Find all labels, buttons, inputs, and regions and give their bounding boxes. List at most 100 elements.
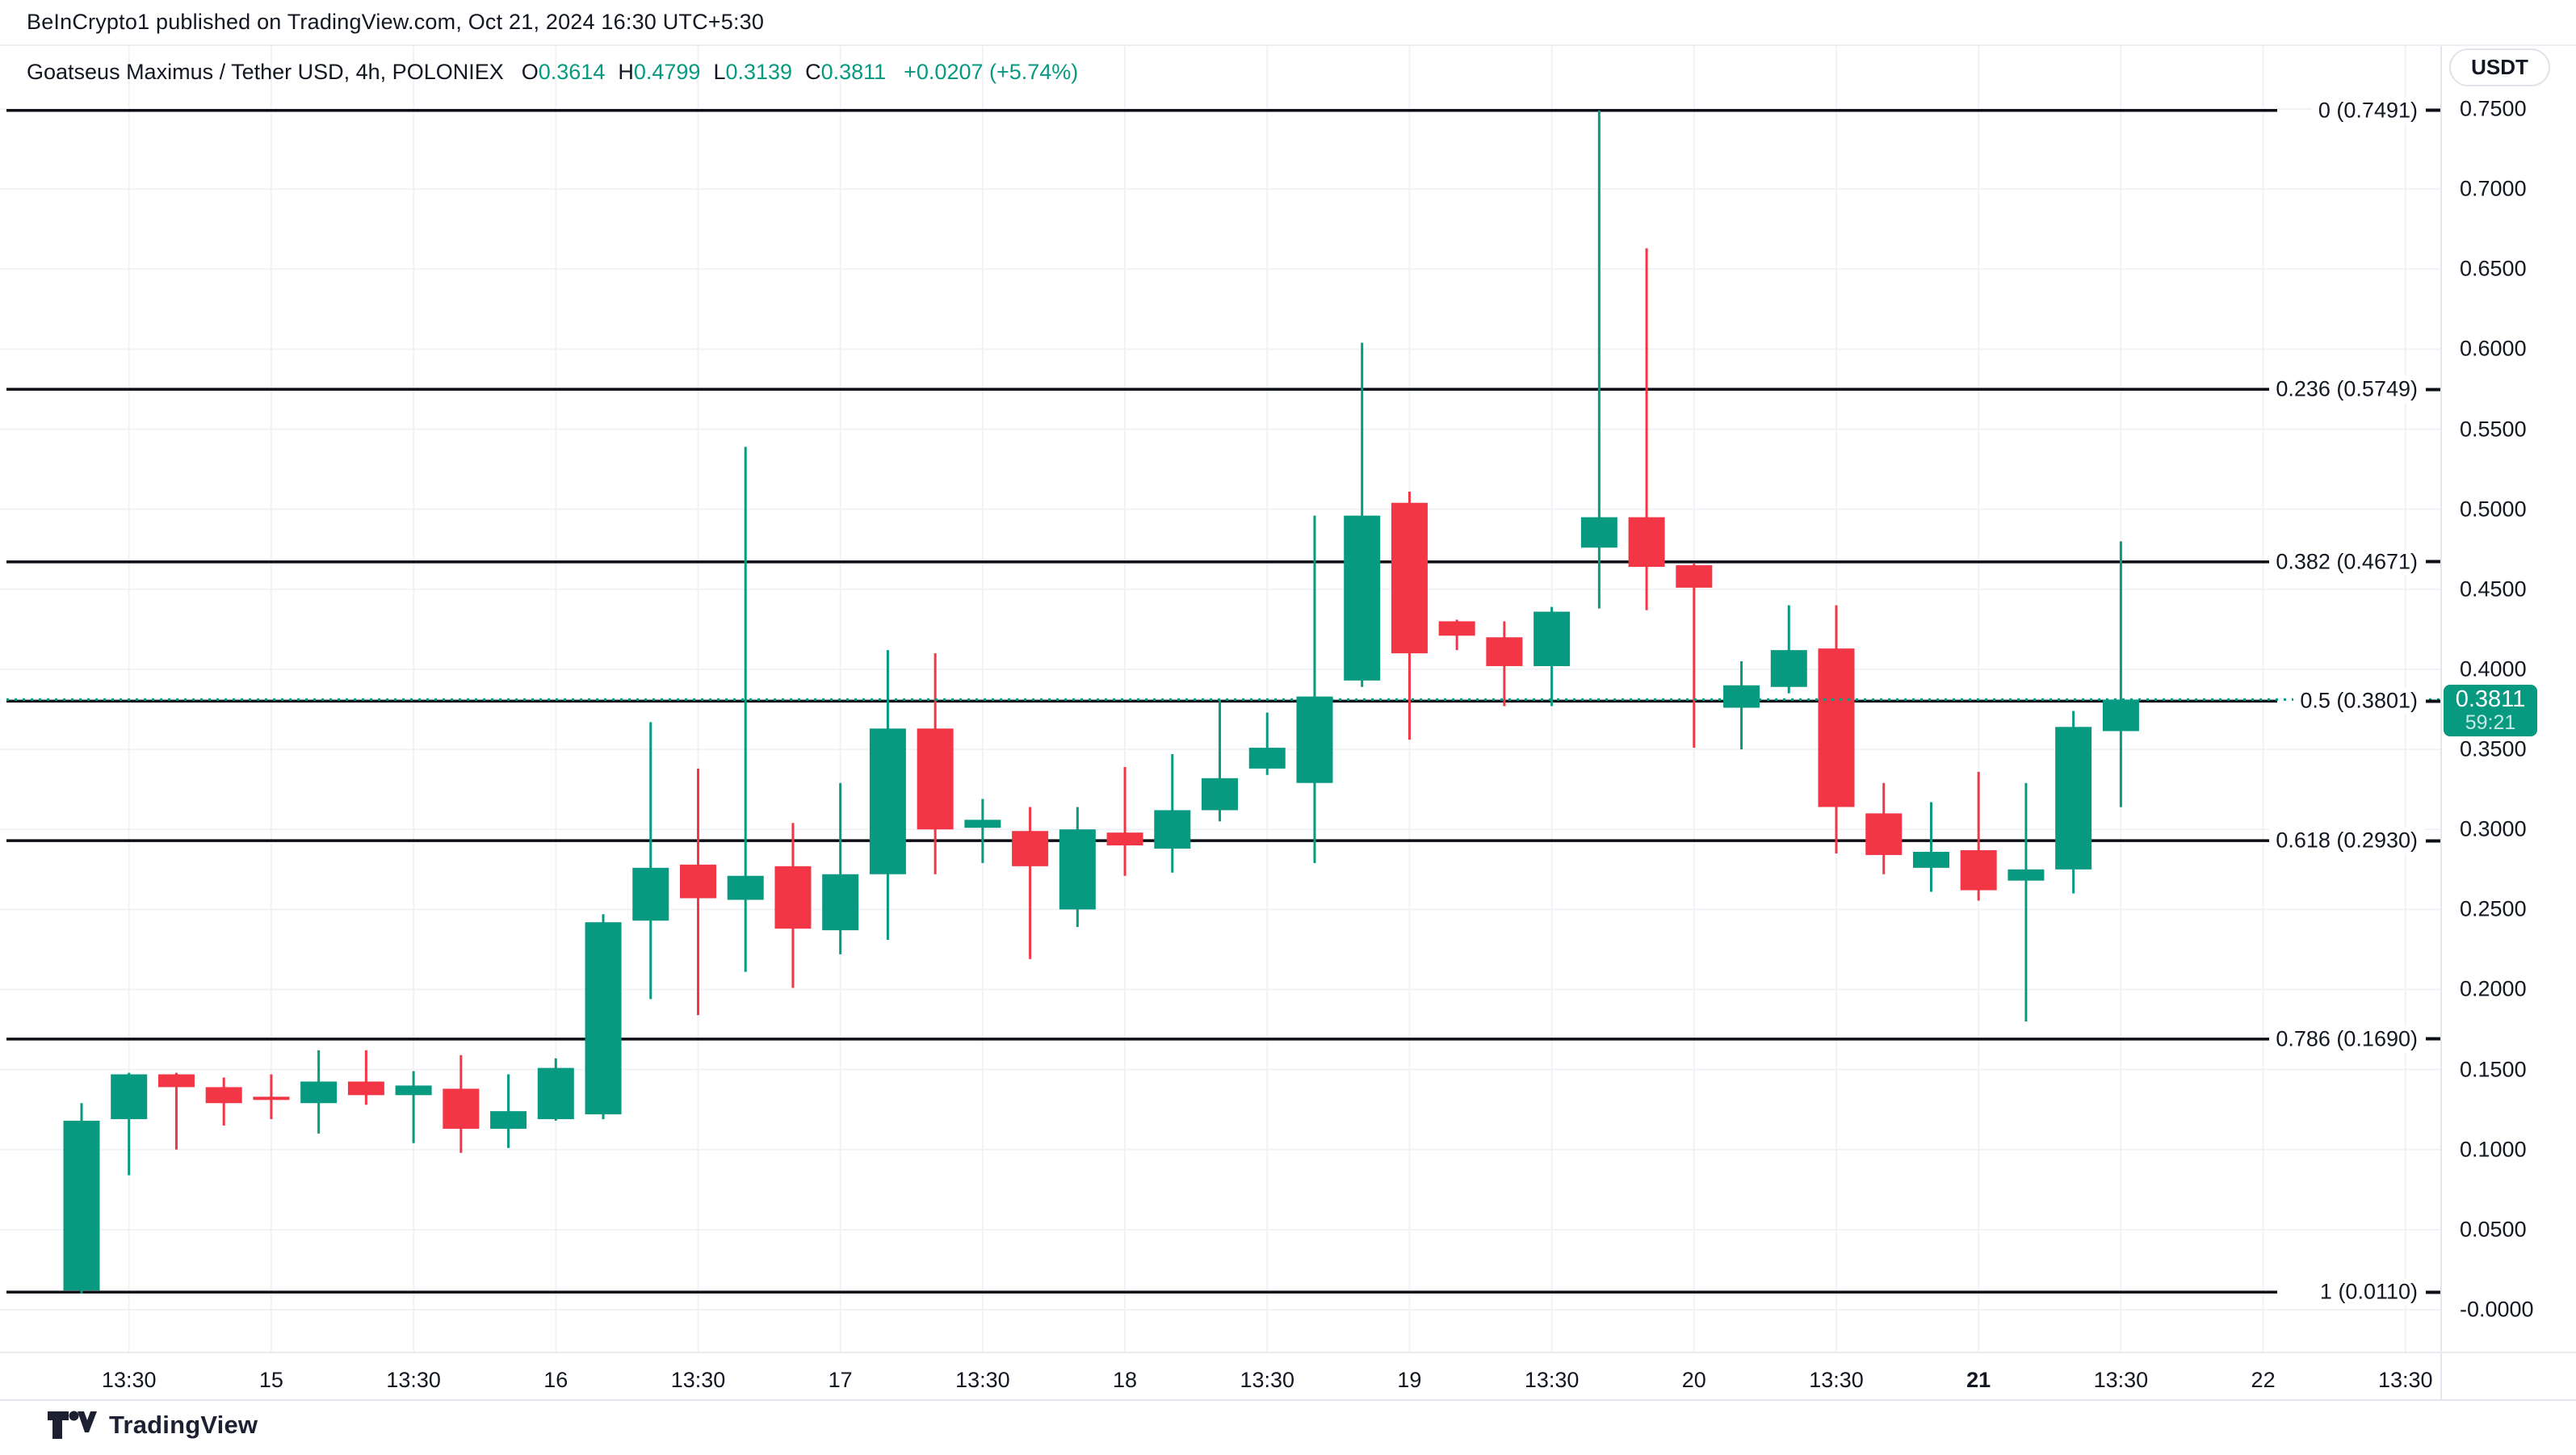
fib-level-row: 0.5 (0.3801) <box>1857 687 2440 715</box>
price-tick-label: -0.0000 <box>2460 1297 2534 1322</box>
time-tick-label: 13:30 <box>1524 1368 1580 1392</box>
tradingview-logo-text: TradingView <box>109 1411 258 1439</box>
candle-body <box>1533 611 1571 666</box>
candle-body <box>917 728 954 830</box>
candle-body <box>253 1096 290 1101</box>
last-price-badge: 0.3811 59:21 <box>2444 685 2537 736</box>
time-tick-label: 16 <box>543 1368 568 1392</box>
candle-body <box>1580 517 1617 548</box>
candle-body <box>1818 648 1855 807</box>
fib-level-dash <box>2426 108 2440 112</box>
last-price-value: 0.3811 <box>2455 686 2526 712</box>
tradingview-logo[interactable]: TradingView <box>47 1410 258 1440</box>
ohlc-pair-o: O0.3614 <box>522 60 606 85</box>
time-tick-label: 22 <box>2251 1368 2276 1392</box>
candle-body <box>964 820 1001 828</box>
candle-body <box>1628 517 1665 568</box>
fib-level-row: 0.786 (0.1690) <box>1857 1025 2440 1053</box>
fib-level-label: 0.5 (0.3801) <box>2293 687 2424 715</box>
candle-body <box>157 1074 195 1088</box>
price-tick-label: 0.3500 <box>2460 736 2527 761</box>
candle-body <box>822 874 859 931</box>
candle-body <box>869 728 906 874</box>
fib-level-row: 1 (0.0110) <box>1857 1278 2440 1306</box>
time-tick-label: 13:30 <box>386 1368 441 1392</box>
fib-level-dash <box>2426 1290 2440 1294</box>
ohlc-pair-h: H0.4799 <box>618 60 700 85</box>
candles-layer <box>63 110 2139 1294</box>
candle-body <box>727 875 764 900</box>
fib-level-dash <box>2426 388 2440 392</box>
fib-level-label: 0.786 (0.1690) <box>2269 1025 2424 1053</box>
time-tick-label: 15 <box>258 1368 283 1392</box>
candle-body <box>1438 621 1475 636</box>
candle-body <box>1202 778 1239 811</box>
price-tick-label: 0.0500 <box>2460 1217 2527 1242</box>
time-tick-label: 18 <box>1113 1368 1138 1392</box>
time-tick-label: 13:30 <box>2377 1368 2433 1392</box>
time-axis-separator <box>0 1352 2576 1353</box>
fib-level-dash <box>2426 839 2440 843</box>
fib-level-row: 0.236 (0.5749) <box>1857 375 2440 403</box>
candle-body <box>537 1067 574 1120</box>
time-tick-label: 21 <box>1966 1368 1991 1392</box>
fib-level-dash <box>2426 1037 2440 1041</box>
time-tick-label: 13:30 <box>101 1368 157 1392</box>
candle-body <box>1106 832 1143 846</box>
fib-level-label: 0.236 (0.5749) <box>2269 375 2424 403</box>
time-tick-label: 17 <box>828 1368 853 1392</box>
price-tick-label: 0.1000 <box>2460 1137 2527 1162</box>
ohlc-value: 0.3139 <box>725 60 793 84</box>
price-tick-label: 0.2500 <box>2460 896 2527 921</box>
currency-toggle-button[interactable]: USDT <box>2449 48 2550 86</box>
candle-body <box>1770 650 1807 687</box>
candle-body <box>1248 748 1286 769</box>
ohlc-values: O0.3614 H0.4799 L0.3139 C0.3811 <box>522 60 886 85</box>
footer-separator <box>0 1399 2576 1401</box>
candle-body <box>1912 851 1949 868</box>
candle-body <box>1344 515 1381 681</box>
time-tick-label: 20 <box>1681 1368 1706 1392</box>
price-tick-label: 0.4000 <box>2460 656 2527 681</box>
fib-level-row: 0 (0.7491) <box>1857 97 2440 124</box>
publish-header: BeInCrypto1 published on TradingView.com… <box>0 0 2576 46</box>
candle-body <box>2008 869 2045 881</box>
fib-level-row: 0.382 (0.4671) <box>1857 548 2440 576</box>
published-line: BeInCrypto1 published on TradingView.com… <box>27 10 765 34</box>
candle-body <box>1012 831 1049 866</box>
time-tick-label: 13:30 <box>2093 1368 2149 1392</box>
candle-body <box>1676 565 1713 588</box>
ohlc-letter: L <box>713 60 726 84</box>
candle-body <box>679 864 716 899</box>
price-tick-label: 0.3000 <box>2460 816 2527 841</box>
candle-countdown: 59:21 <box>2465 711 2516 735</box>
candle-body <box>63 1121 100 1291</box>
price-tick-label: 0.1500 <box>2460 1057 2527 1082</box>
fib-level-dash <box>2426 699 2440 703</box>
price-tick-label: 0.5000 <box>2460 497 2527 522</box>
ohlc-value: 0.3811 <box>820 60 887 84</box>
tradingview-logo-icon <box>48 1411 97 1439</box>
candle-body <box>300 1081 338 1104</box>
price-tick-label: 0.6500 <box>2460 256 2527 281</box>
candle-body <box>1059 829 1096 910</box>
time-tick-label: 19 <box>1397 1368 1422 1392</box>
candle-body <box>1723 685 1760 708</box>
ohlc-pair-c: C0.3811 <box>805 60 886 85</box>
price-axis-separator <box>2440 46 2442 1399</box>
chart-legend: Goatseus Maximus / Tether USD, 4h, POLON… <box>27 60 1078 85</box>
candle-body <box>1296 696 1333 783</box>
time-tick-label: 13:30 <box>1809 1368 1864 1392</box>
ohlc-value: 0.3614 <box>538 60 606 84</box>
candle-body <box>632 867 669 921</box>
price-tick-label: 0.5500 <box>2460 417 2527 442</box>
price-tick-label: 0.7500 <box>2460 96 2527 121</box>
candle-body <box>1486 637 1523 666</box>
price-tick-label: 0.2000 <box>2460 976 2527 1001</box>
change-value: +0.0207 (+5.74%) <box>904 60 1079 84</box>
fib-level-label: 0 (0.7491) <box>2311 97 2424 124</box>
candle-body <box>111 1074 148 1120</box>
candle-body <box>2055 727 2092 870</box>
